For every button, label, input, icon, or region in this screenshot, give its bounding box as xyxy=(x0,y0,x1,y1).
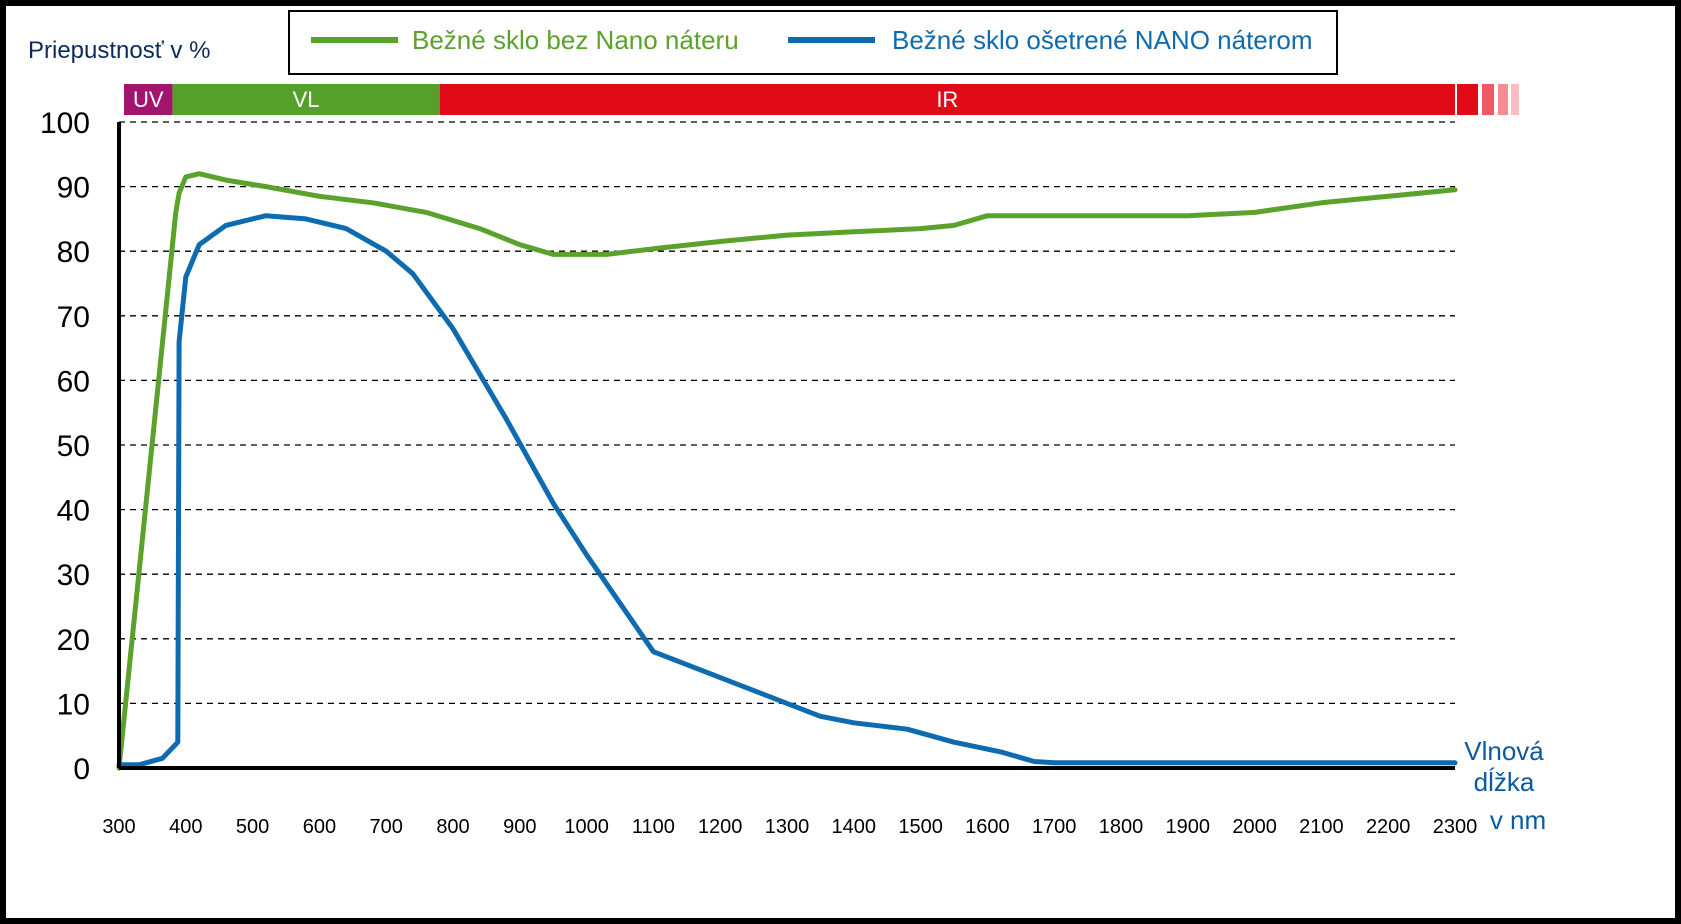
chart-frame: Bežné sklo bez Nano náteru Bežné sklo oš… xyxy=(6,6,1675,918)
series-line-0 xyxy=(116,171,1458,771)
band-label-uv: UV xyxy=(133,87,164,112)
x-tick-300: 300 xyxy=(102,816,135,838)
y-tick-30: 30 xyxy=(57,559,90,592)
y-tick-80: 80 xyxy=(57,236,90,269)
x-tick-700: 700 xyxy=(370,816,403,838)
x-tick-1700: 1700 xyxy=(1032,816,1077,838)
transmittance-chart: Bežné sklo bez Nano náteru Bežné sklo oš… xyxy=(28,10,1546,838)
band-uv xyxy=(124,84,173,115)
series-line-1 xyxy=(116,213,1458,768)
y-tick-10: 10 xyxy=(57,688,90,721)
x-tick-1200: 1200 xyxy=(698,816,743,838)
y-tick-60: 60 xyxy=(57,365,90,398)
x-axis-label-line-2: dĺžka xyxy=(1474,767,1535,797)
y-tick-labels: 0 10 20 30 40 50 60 70 80 90 100 xyxy=(40,107,90,786)
x-tick-1800: 1800 xyxy=(1099,816,1144,838)
band-ir xyxy=(439,84,1455,115)
y-tick-90: 90 xyxy=(57,172,90,205)
x-tick-400: 400 xyxy=(169,816,202,838)
x-tick-1000: 1000 xyxy=(564,816,609,838)
x-tick-500: 500 xyxy=(236,816,269,838)
x-tick-1600: 1600 xyxy=(965,816,1010,838)
x-tick-1900: 1900 xyxy=(1166,816,1211,838)
legend-label-0: Bežné sklo bez Nano náteru xyxy=(412,25,739,55)
x-tick-2100: 2100 xyxy=(1299,816,1344,838)
x-tick-labels: 300 400 500 600 700 800 900 1000 1100 1200 1300 140… xyxy=(102,816,1477,838)
y-tick-20: 20 xyxy=(57,624,90,657)
legend-label-1: Bežné sklo ošetrené NANO náterom xyxy=(892,25,1313,55)
grid-lines xyxy=(119,121,1455,705)
x-tick-900: 900 xyxy=(503,816,536,838)
band-label-vl: VL xyxy=(293,87,320,112)
x-tick-1100: 1100 xyxy=(632,816,675,838)
spectrum-bands: UV VL IR xyxy=(124,84,1455,115)
x-tick-600: 600 xyxy=(303,816,336,838)
x-tick-2200: 2200 xyxy=(1366,816,1411,838)
y-axis-label: Priepustnosť v % xyxy=(28,37,210,64)
x-tick-2000: 2000 xyxy=(1232,816,1277,838)
y-tick-40: 40 xyxy=(57,495,90,528)
x-axis-label-line-3: v nm xyxy=(1490,805,1546,835)
series-lines xyxy=(116,171,1458,771)
band-vl xyxy=(172,84,440,115)
x-tick-2300: 2300 xyxy=(1433,816,1478,838)
y-tick-100: 100 xyxy=(40,107,90,140)
y-tick-70: 70 xyxy=(57,301,90,334)
x-tick-800: 800 xyxy=(436,816,469,838)
x-tick-1400: 1400 xyxy=(832,816,877,838)
y-tick-50: 50 xyxy=(57,430,90,463)
x-tick-1300: 1300 xyxy=(765,816,810,838)
y-tick-0: 0 xyxy=(73,753,90,786)
band-fade xyxy=(1457,84,1519,115)
x-tick-1500: 1500 xyxy=(898,816,943,838)
x-axis-label-line-1: Vlnová xyxy=(1464,736,1544,766)
band-label-ir: IR xyxy=(936,87,958,112)
